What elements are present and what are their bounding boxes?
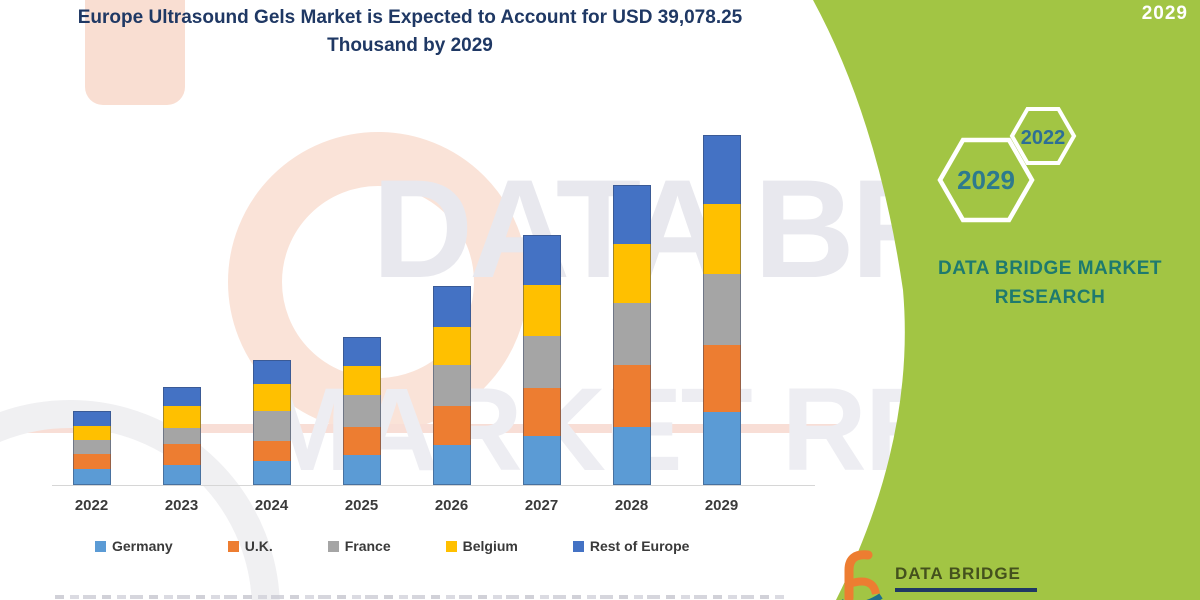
- footer-logo: DATA BRIDGE: [835, 550, 1037, 600]
- bar-segment-rest-of-europe-2024: [252, 359, 291, 385]
- logo-b-orange-stroke: [844, 550, 873, 600]
- legend-item-germany: Germany: [95, 538, 173, 554]
- bar-segment-germany-2026: [432, 445, 471, 485]
- bar-segment-belgium-2025: [342, 365, 381, 396]
- x-axis-label-2025: 2025: [344, 497, 379, 514]
- legend-item-u-k-: U.K.: [227, 538, 273, 554]
- hexagon-small-year: 2022: [1021, 127, 1066, 149]
- bar-segment-germany-2029: [702, 412, 741, 485]
- footer-brand-underline: [895, 588, 1037, 592]
- legend-label: Belgium: [462, 538, 518, 554]
- bar-segment-germany-2028: [612, 427, 651, 485]
- legend-label: Germany: [112, 538, 173, 554]
- bar-2023: [162, 387, 201, 485]
- bar-segment-france-2022: [72, 440, 111, 454]
- x-axis-label-2029: 2029: [704, 497, 739, 514]
- legend-label: France: [344, 538, 391, 554]
- legend-swatch: [327, 540, 339, 552]
- bar-segment-belgium-2022: [72, 425, 111, 440]
- x-axis-label-2028: 2028: [614, 497, 649, 514]
- bar-segment-belgium-2023: [162, 405, 201, 428]
- bar-2028: [612, 185, 651, 485]
- legend-swatch: [95, 540, 106, 552]
- bar-segment-france-2029: [702, 274, 741, 345]
- bar-2024: [252, 359, 291, 485]
- legend-swatch: [445, 540, 457, 552]
- bar-2022: [72, 411, 111, 485]
- bar-segment-germany-2024: [252, 460, 291, 485]
- bar-segment-belgium-2024: [252, 384, 291, 411]
- bar-2029: [702, 135, 741, 485]
- bar-segment-france-2024: [252, 410, 291, 441]
- bar-segment-rest-of-europe-2027: [522, 235, 561, 285]
- bar-segment-rest-of-europe-2026: [432, 285, 471, 327]
- legend-swatch: [572, 540, 584, 552]
- bar-segment-belgium-2026: [432, 326, 471, 365]
- bar-segment-france-2026: [432, 364, 471, 406]
- bar-segment-u-k--2027: [522, 387, 561, 436]
- bar-segment-france-2025: [342, 395, 381, 427]
- footer-brand-text: DATA BRIDGE: [895, 564, 1021, 583]
- brand-line1: DATA BRIDGE MARKET: [938, 258, 1162, 279]
- legend-label: Rest of Europe: [589, 538, 690, 554]
- chart-legend: Germany U.K. France Belgium Rest of Europe: [95, 538, 689, 554]
- bar-2026: [432, 285, 471, 485]
- bar-segment-france-2028: [612, 303, 651, 365]
- bar-segment-germany-2022: [72, 469, 111, 485]
- bar-segment-germany-2025: [342, 455, 381, 485]
- bar-segment-belgium-2029: [702, 204, 741, 274]
- legend-label: U.K.: [244, 538, 273, 554]
- bar-segment-u-k--2028: [612, 365, 651, 427]
- x-axis-line: [52, 485, 815, 486]
- x-axis-label-2022: 2022: [74, 497, 109, 514]
- bar-segment-rest-of-europe-2029: [702, 135, 741, 204]
- bar-2027: [522, 235, 561, 485]
- hexagon-years-graphic: 2029 2022: [937, 107, 1077, 223]
- brand-name-block: DATA BRIDGE MARKET RESEARCH: [900, 255, 1200, 312]
- legend-item-belgium: Belgium: [445, 538, 518, 554]
- x-axis-label-2026: 2026: [434, 497, 469, 514]
- bar-segment-rest-of-europe-2025: [342, 336, 381, 366]
- bar-segment-belgium-2027: [522, 284, 561, 336]
- bar-segment-rest-of-europe-2028: [612, 185, 651, 244]
- bar-2025: [342, 336, 381, 485]
- bar-segment-belgium-2028: [612, 244, 651, 303]
- bar-segment-u-k--2023: [162, 443, 201, 465]
- legend-item-france: France: [327, 538, 391, 554]
- bar-segment-u-k--2026: [432, 405, 471, 446]
- bar-segment-germany-2023: [162, 465, 201, 485]
- bar-segment-u-k--2024: [252, 440, 291, 461]
- legend-swatch: [227, 540, 239, 552]
- cutoff-text-line: [55, 595, 785, 599]
- brand-line2: RESEARCH: [994, 286, 1106, 308]
- bar-segment-rest-of-europe-2022: [72, 411, 111, 426]
- hexagon-large-year: 2029: [957, 165, 1015, 195]
- bar-segment-germany-2027: [522, 435, 561, 485]
- x-axis-label-2027: 2027: [524, 497, 559, 514]
- top-right-year: 2029: [1141, 3, 1188, 24]
- bar-segment-u-k--2022: [72, 454, 111, 469]
- legend-item-rest-of-europe: Rest of Europe: [572, 538, 690, 554]
- bar-segment-france-2023: [162, 428, 201, 444]
- chart-title: Europe Ultrasound Gels Market is Expecte…: [77, 7, 743, 56]
- bar-segment-rest-of-europe-2023: [162, 387, 201, 406]
- bar-segment-u-k--2029: [702, 345, 741, 412]
- bar-segment-u-k--2025: [342, 426, 381, 456]
- x-axis-label-2023: 2023: [164, 497, 199, 514]
- x-axis-label-2024: 2024: [254, 497, 289, 514]
- bar-segment-france-2027: [522, 335, 561, 388]
- data-bridge-logo-icon: [841, 550, 883, 600]
